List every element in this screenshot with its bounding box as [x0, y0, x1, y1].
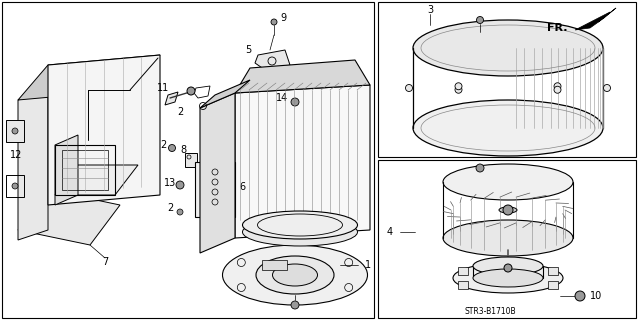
Text: 2: 2 — [167, 203, 173, 213]
Text: 11: 11 — [157, 83, 169, 93]
Circle shape — [291, 98, 299, 106]
Polygon shape — [55, 165, 138, 195]
Polygon shape — [200, 80, 250, 108]
Circle shape — [12, 128, 18, 134]
Bar — [378, 2, 636, 157]
Ellipse shape — [413, 20, 603, 76]
Text: 2: 2 — [177, 107, 183, 117]
Bar — [548, 281, 558, 289]
Circle shape — [476, 164, 484, 172]
Bar — [195, 162, 235, 217]
Polygon shape — [235, 85, 370, 238]
Text: 4: 4 — [387, 227, 393, 237]
Text: 1: 1 — [365, 260, 371, 270]
Circle shape — [291, 301, 299, 309]
Ellipse shape — [413, 100, 603, 156]
Circle shape — [575, 291, 585, 301]
Circle shape — [604, 84, 611, 92]
Polygon shape — [18, 90, 48, 240]
Bar — [458, 281, 468, 289]
Text: 12: 12 — [10, 150, 22, 160]
Text: 6: 6 — [239, 182, 245, 192]
Ellipse shape — [443, 220, 573, 256]
Bar — [458, 267, 468, 275]
Bar — [2, 2, 374, 318]
Circle shape — [554, 86, 561, 93]
Polygon shape — [200, 93, 235, 253]
Polygon shape — [575, 8, 616, 30]
Text: 10: 10 — [590, 291, 602, 301]
Polygon shape — [48, 55, 160, 205]
Polygon shape — [18, 55, 160, 100]
Circle shape — [455, 83, 462, 90]
Bar — [6, 120, 24, 142]
Text: STR3-B1710B: STR3-B1710B — [464, 308, 516, 316]
Circle shape — [177, 209, 183, 215]
Bar — [378, 160, 636, 318]
Circle shape — [168, 145, 175, 151]
Polygon shape — [165, 92, 178, 105]
Ellipse shape — [242, 218, 357, 246]
Text: 7: 7 — [102, 257, 108, 267]
Text: 5: 5 — [245, 45, 251, 55]
Circle shape — [271, 19, 277, 25]
Ellipse shape — [256, 256, 334, 294]
Bar — [262, 260, 287, 270]
Ellipse shape — [443, 164, 573, 200]
Text: 9: 9 — [280, 13, 286, 23]
Circle shape — [455, 86, 462, 93]
Text: 13: 13 — [164, 178, 176, 188]
Bar — [548, 267, 558, 275]
Circle shape — [504, 264, 512, 272]
Ellipse shape — [499, 207, 517, 213]
Text: 14: 14 — [276, 93, 288, 103]
Polygon shape — [255, 50, 290, 72]
Ellipse shape — [473, 257, 543, 275]
Text: 3: 3 — [427, 5, 433, 15]
Ellipse shape — [473, 269, 543, 287]
Ellipse shape — [272, 264, 318, 286]
Polygon shape — [55, 135, 78, 205]
Polygon shape — [235, 60, 370, 93]
Bar — [6, 175, 24, 197]
Circle shape — [406, 84, 413, 92]
Ellipse shape — [453, 263, 563, 293]
Circle shape — [503, 205, 513, 215]
Circle shape — [477, 17, 484, 23]
Circle shape — [187, 87, 195, 95]
Text: 8: 8 — [180, 145, 186, 155]
Circle shape — [554, 83, 561, 90]
Circle shape — [12, 183, 18, 189]
Ellipse shape — [242, 211, 357, 239]
Polygon shape — [18, 190, 120, 245]
Text: FR.: FR. — [547, 23, 568, 33]
Bar — [185, 153, 197, 167]
Text: 2: 2 — [160, 140, 166, 150]
Ellipse shape — [223, 245, 367, 305]
Circle shape — [176, 181, 184, 189]
